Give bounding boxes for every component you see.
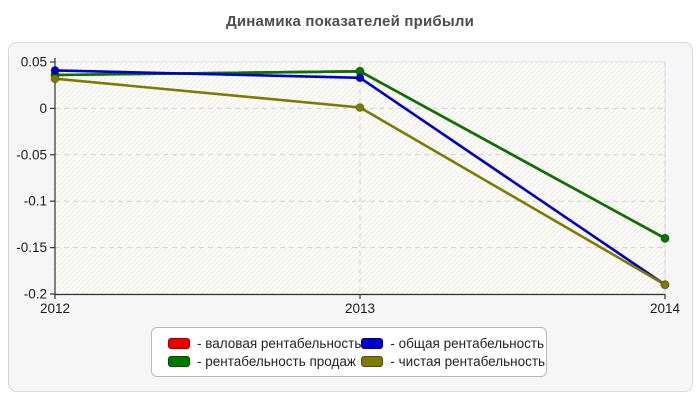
data-point — [50, 74, 60, 84]
data-point — [660, 233, 670, 243]
y-tick-label: -0.1 — [24, 194, 47, 209]
y-tick-label: -0.2 — [24, 287, 47, 302]
data-point — [355, 73, 365, 83]
legend-swatch-icon — [168, 355, 190, 367]
data-point — [355, 103, 365, 112]
axes — [50, 58, 666, 299]
chart-legend: - валовая рентабельность - общая рентабел… — [151, 327, 547, 377]
legend-item-3: - чистая рентабельность — [361, 354, 545, 369]
y-tick-label: -0.05 — [16, 147, 47, 162]
legend-item-2: - рентабельность продаж — [168, 354, 361, 369]
x-tick-label: 2013 — [345, 301, 375, 316]
x-tick-label: 2014 — [650, 301, 681, 316]
legend-label: - общая рентабельность — [390, 335, 545, 351]
data-point — [50, 65, 60, 75]
series-group — [50, 65, 670, 290]
legend-swatch-icon — [361, 337, 384, 349]
legend-swatch-icon — [168, 337, 190, 349]
y-tick-label: 0.05 — [21, 55, 47, 70]
data-point — [660, 280, 670, 290]
y-tick-label: -0.15 — [16, 240, 47, 255]
x-tick-label: 2012 — [40, 301, 70, 316]
legend-swatch-icon — [361, 355, 384, 367]
legend-label: - рентабельность продаж — [197, 353, 356, 369]
legend-label: - чистая рентабельность — [390, 353, 546, 369]
legend-item-0: - валовая рентабельность — [168, 336, 361, 351]
y-tick-label: 0 — [39, 101, 47, 116]
legend-item-1: - общая рентабельность — [361, 336, 545, 351]
chart-title: Динамика показателей прибыли — [225, 13, 475, 30]
legend-label: - валовая рентабельность — [197, 335, 362, 351]
plot-area-hatch — [54, 61, 666, 295]
